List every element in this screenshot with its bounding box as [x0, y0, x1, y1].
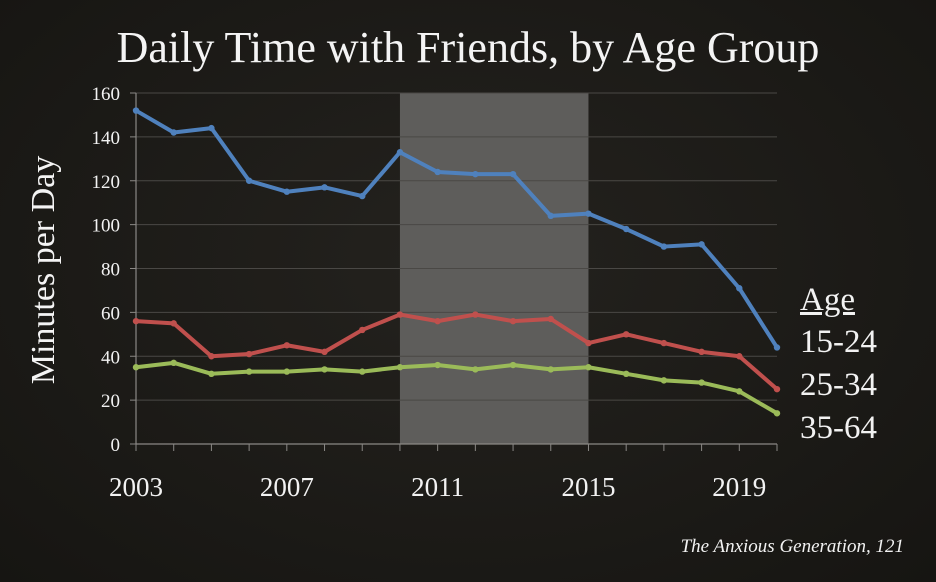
y-tick-label: 0	[111, 435, 121, 456]
data-point-35-64	[132, 364, 140, 371]
x-tick-label: 2015	[561, 472, 615, 502]
data-point-25-34	[396, 311, 404, 318]
data-point-15-24	[622, 225, 630, 233]
data-point-15-24	[660, 243, 668, 250]
data-point-35-64	[208, 370, 215, 377]
data-point-25-34	[359, 326, 366, 334]
data-point-25-34	[585, 339, 592, 347]
data-point-15-24	[547, 212, 554, 220]
y-tick-label: 40	[101, 347, 120, 368]
data-point-25-34	[509, 317, 517, 325]
y-tick-label: 140	[92, 128, 121, 149]
data-point-35-64	[359, 368, 366, 375]
legend-item-15-24: 15-24	[800, 324, 877, 360]
data-point-35-64	[283, 368, 291, 375]
data-point-25-34	[547, 315, 554, 323]
data-point-35-64	[547, 366, 554, 373]
axes	[130, 92, 778, 451]
data-point-35-64	[622, 370, 630, 377]
x-tick-label: 2019	[712, 472, 766, 502]
data-point-35-64	[396, 364, 404, 371]
data-point-25-34	[622, 331, 630, 338]
data-point-25-34	[434, 317, 441, 325]
y-tick-label: 160	[92, 84, 121, 105]
data-point-25-34	[283, 342, 291, 349]
data-point-15-24	[132, 107, 140, 114]
data-point-25-34	[208, 353, 215, 360]
data-point-25-34	[132, 317, 140, 325]
data-point-35-64	[509, 361, 517, 369]
data-point-25-34	[170, 320, 177, 327]
data-point-25-34	[773, 385, 781, 393]
data-point-25-34	[321, 348, 328, 356]
x-tick-label: 2003	[109, 472, 163, 502]
data-point-15-24	[208, 124, 215, 132]
data-point-15-24	[434, 168, 441, 176]
series-25-34	[132, 311, 781, 393]
data-point-25-34	[660, 339, 668, 347]
x-tick-label: 2011	[411, 472, 464, 502]
data-point-35-64	[472, 366, 479, 373]
y-tick-label: 20	[101, 391, 120, 412]
gridlines	[136, 92, 777, 401]
y-tick-label: 120	[92, 172, 121, 193]
series-lines	[132, 107, 781, 417]
data-point-35-64	[585, 364, 592, 371]
series-35-64	[132, 359, 781, 417]
data-point-15-24	[359, 192, 366, 200]
data-point-35-64	[245, 368, 253, 375]
data-point-25-34	[736, 353, 743, 360]
data-point-35-64	[660, 377, 668, 384]
data-point-15-24	[245, 177, 253, 184]
y-tick-label: 80	[101, 260, 120, 281]
series-15-24	[132, 107, 781, 351]
y-tick-label: 100	[92, 216, 121, 237]
chart-title: Daily Time with Friends, by Age Group	[116, 23, 820, 72]
data-point-15-24	[396, 149, 404, 156]
data-point-35-64	[321, 366, 328, 373]
series-line-25-34	[134, 312, 779, 392]
y-tick-label: 60	[101, 303, 120, 324]
data-point-15-24	[472, 170, 479, 178]
tick-labels: 0 20 40 60 80 100 120 140 160 2003 2007 2011 2015 201…	[92, 84, 767, 502]
data-point-35-64	[170, 359, 177, 367]
source-citation: The Anxious Generation, 121	[680, 536, 904, 557]
data-point-25-34	[472, 311, 479, 318]
legend-item-35-64: 35-64	[800, 410, 877, 446]
data-point-35-64	[698, 379, 705, 386]
data-point-15-24	[773, 344, 781, 351]
data-point-15-24	[509, 170, 517, 178]
data-point-15-24	[283, 188, 291, 195]
data-point-15-24	[321, 184, 328, 191]
x-tick-label: 2007	[260, 472, 314, 502]
legend-item-25-34: 25-34	[800, 367, 877, 403]
data-point-15-24	[736, 285, 743, 292]
legend: Age 15-24 25-34 35-64	[800, 282, 877, 450]
data-point-35-64	[773, 410, 781, 417]
data-point-35-64	[736, 388, 743, 395]
data-point-25-34	[245, 350, 253, 358]
series-line-15-24	[134, 108, 779, 350]
data-point-15-24	[698, 241, 705, 248]
series-line-35-64	[134, 360, 779, 416]
data-point-15-24	[585, 210, 592, 217]
data-point-35-64	[434, 361, 441, 369]
legend-title: Age	[800, 282, 855, 318]
data-point-15-24	[170, 129, 177, 136]
data-point-25-34	[698, 348, 705, 356]
